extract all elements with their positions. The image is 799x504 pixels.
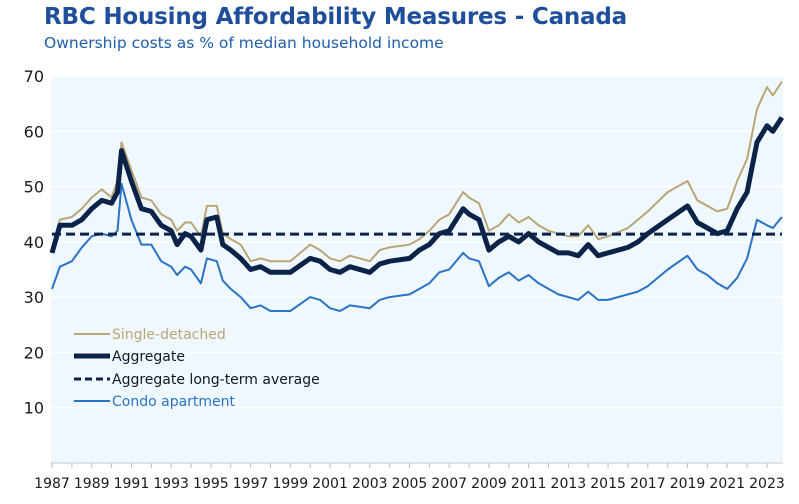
- y-tick-label: 60: [24, 122, 44, 141]
- y-tick-label: 70: [24, 67, 44, 86]
- x-tick-label: 2009: [471, 476, 507, 492]
- chart-title: RBC Housing Affordability Measures - Can…: [44, 4, 627, 30]
- x-tick-label: 2023: [749, 476, 785, 492]
- legend-label-aggregate: Aggregate: [112, 349, 185, 365]
- x-tick-label: 1987: [34, 476, 70, 492]
- x-tick-label: 2011: [511, 476, 547, 492]
- chart-subtitle: Ownership costs as % of median household…: [44, 34, 444, 52]
- x-tick-label: 2001: [312, 476, 348, 492]
- legend-label-condo: Condo apartment: [112, 394, 236, 410]
- y-tick-label: 50: [24, 178, 44, 197]
- x-tick-label: 1993: [153, 476, 189, 492]
- x-tick-label: 1989: [74, 476, 110, 492]
- legend-label-single-detached: Single-detached: [112, 327, 226, 343]
- x-tick-label: 2003: [352, 476, 388, 492]
- x-tick-label: 1995: [193, 476, 229, 492]
- x-tick-label: 1991: [114, 476, 150, 492]
- series-line-aggregate: [49, 116, 784, 275]
- x-axis: 1987 1989 1991 1993 1995 1997 1999 2001 2003 2005…: [34, 462, 785, 492]
- series-lines: [49, 80, 784, 312]
- y-tick-label: 30: [24, 288, 44, 307]
- y-axis: 10 20 30 40 50 60 70: [24, 67, 44, 418]
- x-tick-label: 2013: [551, 476, 587, 492]
- x-tick-label: 2015: [590, 476, 626, 492]
- series-line-condo: [51, 182, 783, 312]
- x-tick-label: 1999: [272, 476, 308, 492]
- x-tick-label: 2007: [431, 476, 467, 492]
- x-tick-label: 2021: [709, 476, 745, 492]
- x-tick-label: 2019: [670, 476, 706, 492]
- y-tick-label: 40: [24, 233, 44, 252]
- x-tick-label: 2005: [392, 476, 428, 492]
- gridlines: [51, 75, 783, 409]
- series-line-single-detached: [51, 80, 783, 263]
- y-tick-label: 20: [24, 343, 44, 362]
- x-tick-label: 1997: [233, 476, 269, 492]
- y-tick-label: 10: [24, 399, 44, 418]
- x-tick-label: 2017: [630, 476, 666, 492]
- legend: Single-detached Aggregate Aggregate long-t…: [74, 327, 320, 410]
- legend-label-long-term-average: Aggregate long-term average: [112, 372, 320, 388]
